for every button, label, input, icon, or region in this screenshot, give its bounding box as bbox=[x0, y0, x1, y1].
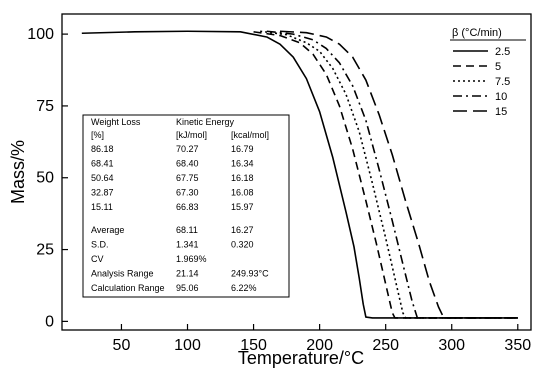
y-tick-label: 25 bbox=[36, 242, 54, 259]
legend-title: β (°C/min) bbox=[452, 27, 502, 39]
x-tick-label: 50 bbox=[113, 337, 131, 354]
x-tick-label: 250 bbox=[372, 337, 399, 354]
table-cell: 32.87 bbox=[91, 188, 114, 198]
y-tick-label: 50 bbox=[36, 170, 54, 187]
table-cell: 16.18 bbox=[231, 173, 254, 183]
table-cell: 1.969% bbox=[176, 254, 207, 264]
plot-frame bbox=[61, 13, 532, 331]
table-cell: 0.320 bbox=[231, 240, 254, 250]
series-line-7.5 bbox=[260, 30, 518, 319]
legend-label-5: 5 bbox=[495, 61, 501, 73]
table-cell: 68.11 bbox=[176, 225, 198, 235]
table-cell: 16.27 bbox=[231, 225, 254, 235]
table-cell: 66.83 bbox=[176, 202, 199, 212]
table-cell: 249.93°C bbox=[231, 269, 269, 279]
table-cell: CV bbox=[91, 254, 104, 264]
table-cell: 16.34 bbox=[231, 159, 254, 169]
table-cell: 15.11 bbox=[91, 202, 113, 212]
table-cell: 67.75 bbox=[176, 173, 199, 183]
x-tick-label: 100 bbox=[174, 337, 201, 354]
table-cell: [%] bbox=[91, 130, 104, 140]
table-cell: 95.06 bbox=[176, 283, 199, 293]
series-line-2.5 bbox=[81, 30, 518, 319]
table-cell: S.D. bbox=[91, 240, 109, 250]
table-cell: [kcal/mol] bbox=[231, 130, 269, 140]
table-cell: 68.40 bbox=[176, 159, 199, 169]
series-line-15 bbox=[279, 30, 518, 319]
table-cell: Weight Loss bbox=[91, 117, 141, 127]
table-cell: Average bbox=[91, 225, 124, 235]
series-line-5 bbox=[253, 31, 518, 319]
table-cell: 50.64 bbox=[91, 173, 114, 183]
y-axis-title: Mass/% bbox=[8, 140, 28, 204]
table-cell: 1.341 bbox=[176, 240, 199, 250]
table-cell: Calculation Range bbox=[91, 283, 165, 293]
table-cell: 6.22% bbox=[231, 283, 257, 293]
legend-label-2.5: 2.5 bbox=[495, 46, 510, 58]
annotation-table-frame bbox=[82, 114, 290, 298]
table-cell: [kJ/mol] bbox=[176, 130, 207, 140]
annotation-table: Weight Loss Kinetic Energy [%] [kJ/mol] [kca… bbox=[82, 114, 290, 298]
table-cell: Analysis Range bbox=[91, 269, 154, 279]
y-tick-label: 75 bbox=[36, 98, 54, 115]
x-tick-label: 200 bbox=[306, 337, 333, 354]
legend-label-10: 10 bbox=[495, 91, 507, 103]
x-tick-label: 350 bbox=[504, 337, 531, 354]
series-layer bbox=[81, 30, 518, 319]
legend-label-15: 15 bbox=[495, 106, 507, 118]
legend-label-7.5: 7.5 bbox=[495, 76, 510, 88]
table-cell: 67.30 bbox=[176, 188, 199, 198]
x-tick-label: 150 bbox=[240, 337, 267, 354]
axis-ticks: 50 100 150 200 250 300 350 0 25 50 75 100 bbox=[27, 26, 531, 354]
table-cell: Kinetic Energy bbox=[176, 117, 235, 127]
y-tick-label: 0 bbox=[45, 313, 54, 330]
table-cell: 86.18 bbox=[91, 144, 114, 154]
table-cell: 16.08 bbox=[231, 188, 254, 198]
x-tick-label: 300 bbox=[438, 337, 465, 354]
series-line-10 bbox=[266, 30, 518, 319]
legend: β (°C/min) 2.5 5 7.5 10 15 bbox=[450, 27, 526, 118]
table-cell: 16.79 bbox=[231, 144, 254, 154]
table-cell: 70.27 bbox=[176, 144, 199, 154]
x-axis-title: Temperature/°C bbox=[238, 348, 364, 368]
y-tick-label: 100 bbox=[27, 26, 54, 43]
table-cell: 15.97 bbox=[231, 202, 254, 212]
table-cell: 21.14 bbox=[176, 269, 199, 279]
table-cell: 68.41 bbox=[91, 159, 114, 169]
